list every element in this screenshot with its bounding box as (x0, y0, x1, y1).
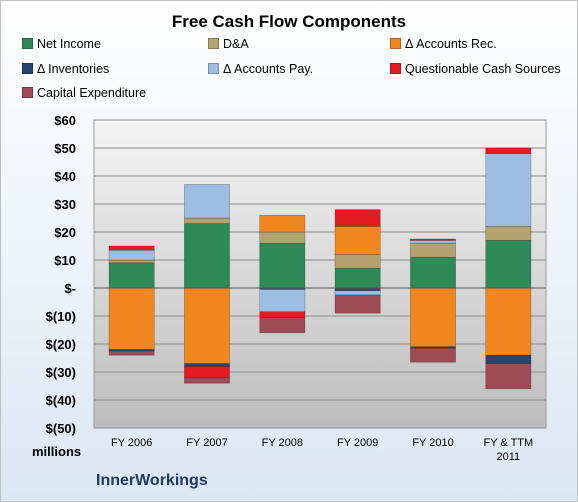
x-tick-label: FY 2010 (412, 437, 453, 449)
bar-segment (184, 217, 230, 224)
y-tick-label: $40 (54, 169, 76, 184)
bar-segment (410, 256, 456, 289)
bar-segment (334, 209, 381, 227)
company-name: InnerWorkings (96, 472, 208, 489)
y-tick-label: $(20) (46, 337, 76, 352)
bar-segment (184, 287, 230, 364)
bar-segment (410, 287, 456, 348)
y-tick-label: $20 (54, 225, 76, 240)
bar-segment (259, 317, 306, 334)
x-tick-label: FY 2007 (186, 437, 227, 449)
y-tick-label: $(30) (46, 365, 76, 380)
bar-segment (485, 363, 532, 390)
x-tick-label: 2011 (497, 451, 521, 463)
bar-segment (259, 311, 306, 318)
bar-segment (485, 354, 532, 364)
y-tick-label: $- (64, 281, 76, 296)
units-label: millions (32, 444, 82, 459)
legend-swatch (22, 63, 33, 74)
bar-segment (485, 226, 532, 241)
legend-label: Net Income (37, 37, 101, 51)
bar-segment (184, 363, 230, 367)
legend-label: Capital Expenditure (37, 86, 147, 100)
legend-swatch (208, 38, 219, 49)
y-tick-label: $30 (54, 197, 76, 212)
bar-segment (410, 240, 456, 244)
y-tick-label: $50 (54, 141, 76, 156)
legend-label: Δ Inventories (37, 62, 110, 76)
bar-segment (334, 294, 381, 314)
bar-segment (108, 287, 155, 350)
legend-swatch (390, 38, 401, 49)
legend-item-accounts-pay: Δ Accounts Pay. (208, 62, 313, 76)
y-tick-label: $60 (54, 113, 76, 128)
legend-item-net-income: Net Income (22, 37, 101, 51)
legend-label: Δ Accounts Pay. (223, 62, 314, 76)
legend-label: D&A (223, 37, 249, 51)
x-tick-label: FY 2008 (262, 437, 303, 449)
x-tick-label: FY 2009 (337, 437, 378, 449)
legend-item-questionable: Questionable Cash Sources (390, 62, 561, 76)
x-tick-label: FY & TTM (483, 437, 533, 449)
bar-segment (334, 226, 381, 255)
legend-swatch (390, 63, 401, 74)
y-tick-label: $10 (54, 253, 76, 268)
y-tick-label: $(10) (46, 309, 76, 324)
legend-item-inventories: Δ Inventories (22, 62, 109, 76)
bar-segment (184, 366, 230, 378)
legend-label: Δ Accounts Rec. (405, 37, 497, 51)
bar-segment (410, 347, 456, 363)
y-tick-label: $(40) (46, 393, 76, 408)
legend-item-capex: Capital Expenditure (22, 86, 146, 100)
bar-segment (485, 287, 532, 356)
bar-segment (485, 240, 532, 289)
bar-segment (259, 231, 306, 244)
bar-segment (108, 245, 155, 251)
legend-swatch (208, 63, 219, 74)
legend-item-accounts-rec: Δ Accounts Rec. (390, 37, 497, 51)
bar-segment (108, 262, 155, 289)
bar-segment (108, 350, 155, 356)
legend-swatch (22, 38, 33, 49)
bar-segment (334, 254, 381, 269)
bar-segment (184, 223, 230, 289)
bar-segment (259, 289, 306, 313)
bar-segment (485, 153, 532, 227)
x-tick-label: FY 2006 (111, 437, 152, 449)
bar-segment (485, 147, 532, 154)
bar-segment (108, 259, 155, 264)
bar-segment (259, 242, 306, 289)
bar-segment (410, 238, 456, 241)
legend-swatch (22, 87, 33, 98)
bar-segment (334, 268, 381, 289)
bar-segment (410, 346, 456, 349)
plot-area (93, 119, 547, 429)
bar-segment (334, 290, 381, 296)
legend-item-da: D&A (208, 37, 249, 51)
bar-segment (259, 214, 306, 233)
chart-title: Free Cash Flow Components (171, 12, 407, 31)
y-tick-label: $(50) (46, 421, 76, 436)
bar-segment (410, 242, 456, 258)
bar-segment (108, 249, 155, 261)
bar-segment (184, 184, 230, 219)
legend-label: Questionable Cash Sources (405, 62, 561, 76)
bar-segment (184, 377, 230, 384)
